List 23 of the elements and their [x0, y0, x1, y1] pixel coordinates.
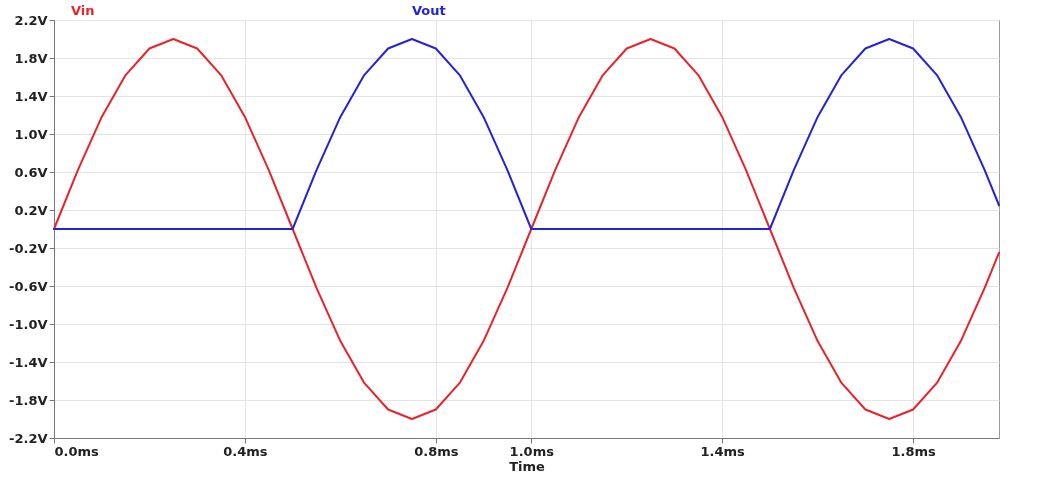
x-axis-title: Time — [509, 458, 546, 474]
x-tick-label: 0.8ms — [414, 443, 459, 459]
y-tick-label: -1.8V — [9, 392, 48, 408]
y-tick-label: 2.2V — [14, 12, 48, 28]
x-tick-label: 1.0ms — [509, 443, 555, 459]
y-tick-label: -1.0V — [9, 316, 48, 332]
x-tick-label: 0.4ms — [223, 443, 268, 459]
y-tick-label: 1.0V — [14, 126, 48, 142]
x-tick-label: 0.0ms — [54, 443, 100, 459]
y-tick-label: 0.2V — [14, 202, 48, 218]
line-series — [53, 38, 1000, 420]
text: Vin — [71, 2, 95, 18]
y-tick-label: 0.6V — [14, 164, 48, 180]
y-tick-label: -2.2V — [9, 430, 48, 446]
series-label: Vout — [412, 2, 446, 18]
y-tick-label: -1.4V — [9, 354, 48, 370]
x-tick-label: 1.4ms — [700, 443, 746, 459]
x-tick-label: 1.8ms — [891, 443, 936, 459]
line-series — [53, 38, 1000, 230]
y-tick-label: 1.8V — [14, 50, 48, 66]
y-tick-label: -0.6V — [9, 278, 48, 294]
y-tick-label: -0.2V — [9, 240, 48, 256]
y-tick-label: 1.4V — [14, 88, 48, 104]
